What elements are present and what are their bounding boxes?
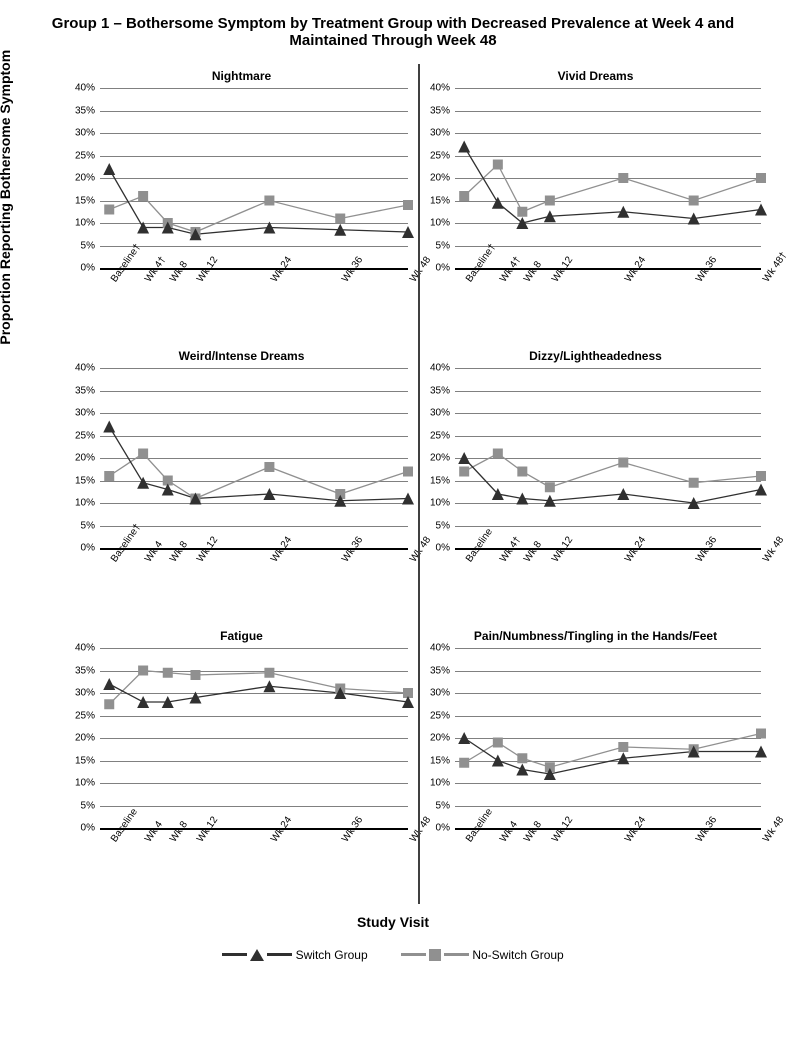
panel-title: Weird/Intense Dreams (65, 344, 418, 368)
plot-area: 0%5%10%15%20%25%30%35%40% (455, 648, 761, 830)
y-tick: 30% (75, 688, 100, 699)
y-tick: 35% (430, 105, 455, 116)
y-tick: 35% (430, 385, 455, 396)
y-tick: 20% (75, 453, 100, 464)
markers (455, 88, 761, 268)
y-tick: 25% (430, 150, 455, 161)
y-tick: 5% (436, 520, 455, 531)
y-tick: 15% (75, 195, 100, 206)
x-labels: Baseline†Wk 4†Wk 8Wk 12Wk 24Wk 36Wk 48 (100, 270, 408, 335)
plot-area: 0%5%10%15%20%25%30%35%40% (455, 88, 761, 270)
y-tick: 0% (436, 543, 455, 554)
y-tick: 20% (430, 173, 455, 184)
y-tick: 30% (430, 408, 455, 419)
y-tick: 35% (75, 665, 100, 676)
y-tick: 20% (75, 733, 100, 744)
y-tick: 10% (75, 778, 100, 789)
x-labels: BaselineWk 4Wk 8Wk 12Wk 24Wk 36Wk 48 (455, 830, 761, 895)
y-tick: 15% (430, 755, 455, 766)
y-tick: 0% (436, 263, 455, 274)
y-tick: 0% (436, 823, 455, 834)
chart-panel: Fatigue0%5%10%15%20%25%30%35%40%Baseline… (65, 624, 418, 904)
x-tick: Wk 48 (761, 535, 786, 565)
y-tick: 20% (430, 453, 455, 464)
y-tick: 5% (81, 240, 100, 251)
y-tick: 35% (430, 665, 455, 676)
legend-switch: Switch Group (222, 948, 367, 962)
chart-panel: Pain/Numbness/Tingling in the Hands/Feet… (418, 624, 771, 904)
y-tick: 15% (430, 195, 455, 206)
panel-title: Pain/Numbness/Tingling in the Hands/Feet (420, 624, 771, 648)
y-tick: 10% (430, 218, 455, 229)
legend-noswitch: No-Switch Group (401, 948, 564, 962)
square-icon (429, 949, 441, 961)
y-tick: 20% (430, 733, 455, 744)
y-tick: 40% (75, 83, 100, 94)
markers (455, 648, 761, 828)
x-labels: BaselineWk 4Wk 8Wk 12Wk 24Wk 36Wk 48 (100, 830, 408, 895)
y-tick: 0% (81, 543, 100, 554)
panel-title: Dizzy/Lightheadedness (420, 344, 771, 368)
y-tick: 0% (81, 263, 100, 274)
chart-panel: Nightmare0%5%10%15%20%25%30%35%40%Baseli… (65, 64, 418, 344)
y-tick: 20% (75, 173, 100, 184)
markers (100, 368, 408, 548)
chart-container: Proportion Reporting Bothersome Symptom … (15, 64, 771, 904)
legend: Switch Group No-Switch Group (15, 945, 771, 962)
y-tick: 5% (81, 800, 100, 811)
plot-area: 0%5%10%15%20%25%30%35%40% (100, 648, 408, 830)
y-tick: 30% (75, 408, 100, 419)
y-tick: 40% (430, 363, 455, 374)
y-tick: 10% (430, 778, 455, 789)
y-tick: 5% (436, 800, 455, 811)
x-axis-label: Study Visit (15, 914, 771, 930)
panel-title: Vivid Dreams (420, 64, 771, 88)
y-tick: 25% (75, 150, 100, 161)
y-tick: 40% (430, 643, 455, 654)
panel-title: Nightmare (65, 64, 418, 88)
chart-panel: Weird/Intense Dreams0%5%10%15%20%25%30%3… (65, 344, 418, 624)
y-tick: 15% (430, 475, 455, 486)
panel-title: Fatigue (65, 624, 418, 648)
y-tick: 30% (430, 128, 455, 139)
plot-area: 0%5%10%15%20%25%30%35%40% (455, 368, 761, 550)
chart-panel: Dizzy/Lightheadedness0%5%10%15%20%25%30%… (418, 344, 771, 624)
x-labels: Baseline†Wk 4†Wk 8Wk 12Wk 24Wk 36Wk 48† (455, 270, 761, 335)
y-tick: 30% (75, 128, 100, 139)
y-tick: 40% (430, 83, 455, 94)
x-labels: Baseline†Wk 4Wk 8Wk 12Wk 24Wk 36Wk 48 (100, 550, 408, 615)
y-tick: 30% (430, 688, 455, 699)
y-tick: 35% (75, 385, 100, 396)
y-tick: 5% (436, 240, 455, 251)
y-tick: 10% (430, 498, 455, 509)
x-tick: Wk 48 (761, 815, 786, 845)
y-tick: 10% (75, 218, 100, 229)
y-tick: 40% (75, 363, 100, 374)
y-tick: 10% (75, 498, 100, 509)
panel-grid: Nightmare0%5%10%15%20%25%30%35%40%Baseli… (65, 64, 771, 904)
triangle-icon (250, 949, 264, 961)
y-tick: 35% (75, 105, 100, 116)
y-tick: 0% (81, 823, 100, 834)
legend-noswitch-label: No-Switch Group (472, 948, 563, 962)
legend-switch-label: Switch Group (296, 948, 368, 962)
markers (455, 368, 761, 548)
markers (100, 648, 408, 828)
plot-area: 0%5%10%15%20%25%30%35%40% (100, 88, 408, 270)
y-tick: 25% (430, 430, 455, 441)
x-labels: BaselineWk 4†Wk 8Wk 12Wk 24Wk 36Wk 48 (455, 550, 761, 615)
x-tick: Wk 48† (761, 250, 786, 284)
y-tick: 15% (75, 475, 100, 486)
markers (100, 88, 408, 268)
y-tick: 15% (75, 755, 100, 766)
chart-panel: Vivid Dreams0%5%10%15%20%25%30%35%40%Bas… (418, 64, 771, 344)
y-tick: 25% (75, 710, 100, 721)
plot-area: 0%5%10%15%20%25%30%35%40% (100, 368, 408, 550)
y-tick: 40% (75, 643, 100, 654)
y-tick: 25% (75, 430, 100, 441)
y-tick: 5% (81, 520, 100, 531)
y-axis-label: Proportion Reporting Bothersome Symptom (0, 50, 13, 345)
y-tick: 25% (430, 710, 455, 721)
chart-title: Group 1 – Bothersome Symptom by Treatmen… (15, 15, 771, 49)
